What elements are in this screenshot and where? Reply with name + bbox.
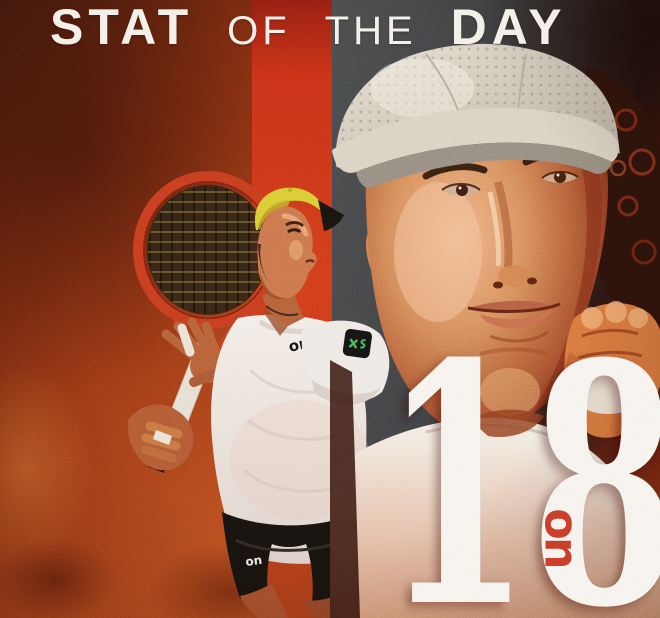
title-word-of: OF	[227, 9, 291, 53]
title-word-stat: STAT	[50, 0, 194, 55]
on-logo: on	[532, 498, 590, 576]
clenched-fist	[564, 301, 660, 438]
title-word-day: DAY	[450, 0, 567, 55]
player-closeup-photo	[330, 43, 660, 618]
page-title: STAT OF THE DAY	[50, 2, 567, 52]
title-word-the: THE	[324, 9, 417, 53]
on-shorts-logo: on	[244, 553, 263, 569]
on-logo-text: on	[534, 507, 589, 567]
